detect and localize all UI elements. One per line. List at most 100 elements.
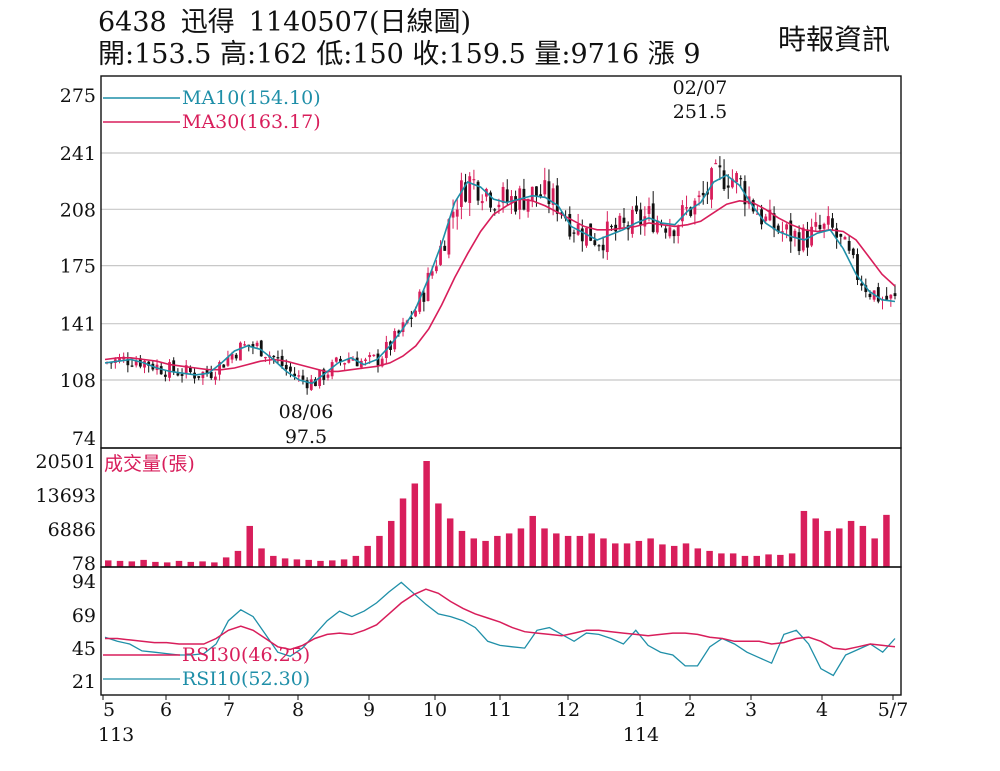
price-y-tick: 74 [72, 428, 96, 450]
candle-body [339, 358, 342, 362]
candle-body [822, 223, 826, 229]
volume-bar [376, 535, 383, 567]
candle-body [643, 216, 647, 227]
candle-body [768, 209, 772, 221]
candle-body [851, 248, 855, 256]
candle-body [434, 266, 438, 272]
candle-body [480, 201, 484, 204]
candle-body [668, 227, 672, 237]
candle-body [197, 376, 201, 378]
volume-y-tick: 6886 [48, 519, 96, 541]
candle-body [455, 209, 459, 217]
x-month-label: 3 [745, 699, 757, 721]
candle-body [689, 207, 693, 216]
price-y-tick: 108 [60, 370, 96, 392]
volume-bar [329, 560, 336, 567]
candle-body [610, 225, 613, 228]
candle-body [860, 283, 864, 286]
candle-body [543, 180, 547, 195]
candle-body [426, 272, 430, 301]
volume-bar [576, 535, 584, 567]
candle-body [797, 232, 801, 252]
x-month-label: 1 [634, 699, 646, 721]
ma30-line [104, 198, 896, 373]
candle-body [334, 357, 338, 362]
candle-body [647, 206, 651, 214]
candle-body [468, 176, 472, 203]
high-annotation-date: 02/07 [673, 77, 728, 99]
candle-body [889, 294, 893, 299]
candle-body [247, 344, 251, 346]
candle-body [514, 196, 517, 212]
volume-y-tick: 78 [72, 553, 96, 575]
candle-body [785, 224, 788, 230]
candle-body [597, 245, 601, 247]
candle-body [414, 310, 417, 317]
candle-body [789, 220, 793, 242]
volume-title: 成交量(張) [104, 453, 195, 475]
candle-body [297, 375, 301, 377]
rsi10-line [104, 581, 896, 677]
quote-line: 開:153.5 高:162 低:150 收:159.5 量:9716 漲 9 [98, 39, 701, 70]
rsi-panel [100, 566, 902, 696]
volume-bar [399, 498, 407, 567]
volume-bar [423, 461, 430, 567]
candle-body [593, 240, 597, 245]
volume-bar [553, 533, 560, 567]
volume-bar [777, 554, 784, 567]
candle-body [756, 213, 759, 215]
volume-bar [635, 540, 643, 567]
x-year-label: 113 [98, 724, 134, 746]
volume-bar [258, 548, 265, 567]
volume-bar [612, 543, 619, 567]
volume-bar [706, 550, 713, 567]
candle-body [201, 371, 205, 379]
volume-bar [128, 561, 136, 567]
candle-body [330, 362, 334, 377]
candle-body [218, 362, 221, 375]
candle-body [672, 230, 676, 237]
candle-body [205, 369, 209, 374]
candle-body [126, 359, 130, 366]
candle-body [510, 196, 513, 203]
volume-bar [682, 543, 690, 567]
candle-body [193, 372, 196, 379]
candle-body [397, 330, 401, 334]
volume-bar [199, 561, 206, 567]
candle-body [159, 366, 163, 375]
candle-body [293, 373, 297, 377]
candle-body [459, 180, 463, 207]
candle-body [430, 271, 434, 276]
rsi30-legend-label: RSI30(46.25) [182, 644, 310, 666]
volume-bar [222, 557, 230, 567]
x-month-label: 7 [223, 699, 235, 721]
ma10-line [104, 174, 896, 385]
candle-body [730, 178, 734, 188]
candle-body [230, 353, 234, 360]
candle-body [831, 218, 834, 228]
candle-body [464, 182, 467, 202]
candle-body [493, 209, 497, 211]
x-month-label: 5 [103, 699, 115, 721]
candle-body [655, 220, 659, 233]
candle-body [501, 186, 505, 204]
volume-bar [718, 553, 725, 567]
candle-body [222, 364, 226, 368]
candle-body [580, 228, 584, 242]
volume-bar [647, 538, 654, 567]
candle-body [776, 225, 780, 232]
candle-body [214, 376, 217, 380]
volume-bar [836, 528, 843, 567]
candle-body [343, 363, 347, 365]
ma30-legend-label: MA30(163.17) [182, 111, 321, 133]
candle-body [781, 231, 784, 233]
x-year-label: 114 [623, 724, 659, 746]
candle-body [309, 379, 313, 390]
candle-body [739, 178, 743, 180]
volume-bar [623, 543, 631, 567]
volume-bar [152, 561, 159, 567]
candle-body [714, 163, 718, 165]
volume-bar [234, 550, 242, 567]
candle-body [372, 354, 376, 357]
candle-body [693, 200, 697, 215]
